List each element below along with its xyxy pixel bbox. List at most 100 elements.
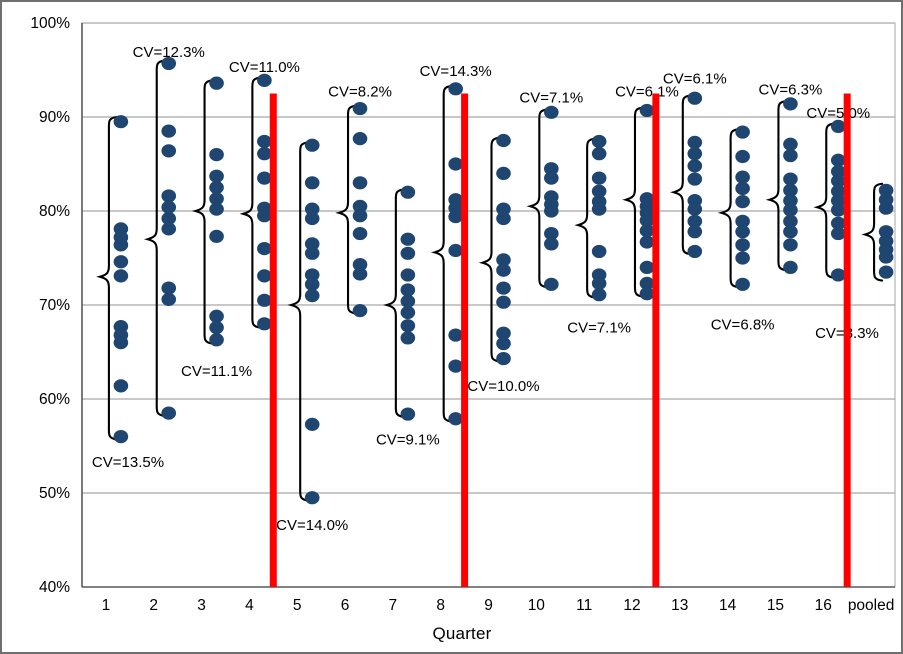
data-point xyxy=(639,213,655,227)
range-brace xyxy=(191,79,214,345)
x-tick-label: 12 xyxy=(623,597,640,614)
data-point xyxy=(783,137,798,151)
quarter-group: CV=3.3% xyxy=(815,182,894,342)
data-point xyxy=(304,246,320,260)
data-point xyxy=(496,166,511,180)
data-point xyxy=(352,132,368,146)
data-point xyxy=(639,260,655,274)
x-tick-label: 10 xyxy=(528,597,546,614)
data-point xyxy=(830,184,846,198)
data-point xyxy=(400,305,416,320)
data-point xyxy=(304,202,320,216)
data-point xyxy=(878,225,894,239)
quarter-group: CV=14.3% xyxy=(420,63,492,426)
data-point xyxy=(496,336,511,351)
data-point xyxy=(687,91,703,105)
cv-label: CV=8.2% xyxy=(328,84,392,101)
x-tick-label: 1 xyxy=(102,597,111,614)
data-point xyxy=(783,203,798,217)
data-point xyxy=(400,283,416,297)
data-point xyxy=(113,430,129,444)
quarter-group: CV=13.5% xyxy=(92,115,164,471)
quarter-group: CV=7.1% xyxy=(519,89,583,291)
data-point xyxy=(304,176,320,190)
data-point xyxy=(687,244,703,259)
range-brace xyxy=(96,115,118,441)
data-point xyxy=(735,214,750,228)
data-point xyxy=(639,287,655,301)
quarter-group: CV=5.0% xyxy=(806,105,870,282)
data-point xyxy=(161,56,177,71)
quarter-group: CV=14.0% xyxy=(276,138,348,534)
x-tick-label: 7 xyxy=(389,597,398,614)
data-point xyxy=(878,201,894,215)
range-brace xyxy=(622,106,645,298)
data-point xyxy=(209,192,224,206)
quarter-group: CV=12.3% xyxy=(133,44,205,420)
data-point xyxy=(544,237,559,251)
range-brace xyxy=(335,104,358,315)
data-point xyxy=(830,194,846,208)
y-tick-label: 60% xyxy=(39,391,70,408)
data-point xyxy=(304,268,320,282)
x-tick-label: 3 xyxy=(197,597,206,614)
quarter-group: CV=11.0% xyxy=(229,59,300,331)
data-point xyxy=(544,277,559,291)
data-point xyxy=(687,202,703,216)
cv-label: CV=12.3% xyxy=(133,44,205,61)
cv-label: CV=11.0% xyxy=(229,59,300,76)
data-point xyxy=(400,246,416,260)
range-brace xyxy=(717,128,740,289)
range-brace xyxy=(239,76,262,329)
data-point xyxy=(113,115,129,129)
y-tick-label: 90% xyxy=(39,109,70,126)
data-point xyxy=(400,294,416,308)
cv-label: CV=14.0% xyxy=(276,517,348,534)
data-point xyxy=(591,202,607,216)
data-point xyxy=(257,209,272,223)
data-point xyxy=(448,157,463,171)
data-point xyxy=(448,359,463,373)
data-point xyxy=(639,235,655,249)
x-tick-label: 15 xyxy=(767,597,784,614)
data-point xyxy=(304,277,320,291)
cv-label: CV=6.3% xyxy=(759,82,823,99)
y-tick-label: 80% xyxy=(39,203,70,220)
data-point xyxy=(496,326,511,340)
data-point xyxy=(783,214,798,228)
data-point xyxy=(783,225,798,239)
data-point xyxy=(687,214,703,228)
data-point xyxy=(878,183,894,197)
quarter-group: CV=6.3% xyxy=(759,82,823,274)
x-tick-label: 6 xyxy=(341,597,350,614)
data-point xyxy=(209,180,224,195)
data-point xyxy=(257,73,272,87)
data-point xyxy=(257,242,272,256)
data-point xyxy=(209,309,224,323)
data-point xyxy=(830,226,846,241)
data-point xyxy=(400,319,416,333)
x-tick-label: 11 xyxy=(576,597,592,614)
data-point xyxy=(735,238,750,252)
data-point xyxy=(735,125,750,139)
x-tick-label: 13 xyxy=(671,597,688,614)
data-point xyxy=(257,317,272,331)
data-point xyxy=(400,268,416,282)
cv-label: CV=10.0% xyxy=(467,378,539,395)
range-brace xyxy=(287,141,310,502)
data-point xyxy=(830,203,846,217)
range-brace xyxy=(669,94,692,256)
quarter-group: CV=7.1% xyxy=(567,134,631,337)
data-point xyxy=(544,105,559,119)
y-tick-label: 100% xyxy=(30,15,70,32)
data-point xyxy=(735,251,750,265)
cv-label: CV=7.1% xyxy=(567,320,631,337)
cv-label: CV=5.0% xyxy=(806,105,870,122)
data-point xyxy=(257,293,272,307)
data-point xyxy=(352,176,368,190)
data-point xyxy=(448,82,463,96)
data-point xyxy=(304,491,320,505)
cv-label: CV=7.1% xyxy=(519,89,583,106)
data-point xyxy=(352,267,368,281)
